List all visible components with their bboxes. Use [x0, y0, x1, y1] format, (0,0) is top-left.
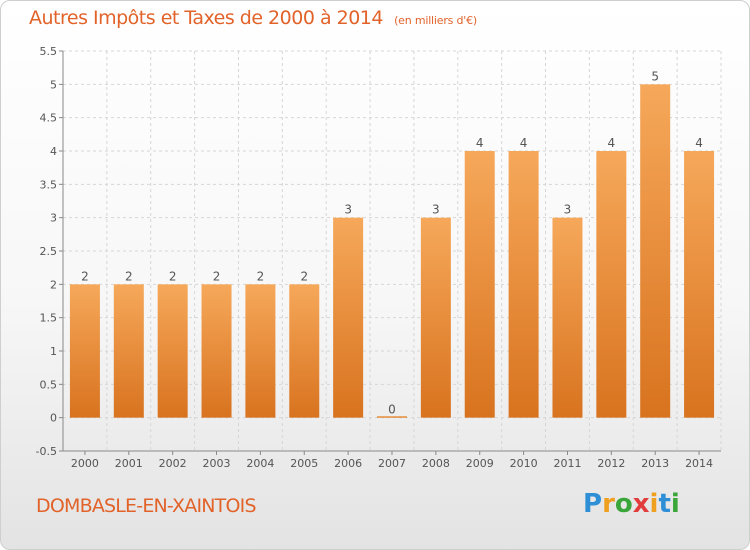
y-tick-label: 0.5 [40, 378, 58, 391]
x-tick-label: 2011 [553, 457, 581, 470]
bar [113, 284, 144, 418]
data-label: 2 [257, 269, 265, 283]
bar [640, 84, 671, 418]
y-tick-label: 0 [50, 412, 57, 425]
y-tick-label: 1 [50, 345, 57, 358]
bar [596, 151, 627, 418]
data-label: 2 [300, 269, 308, 283]
logo-letter: i [649, 489, 659, 519]
bar [333, 217, 364, 418]
x-tick-label: 2002 [159, 457, 187, 470]
chart-subtitle: (en milliers d'€) [394, 14, 477, 27]
commune-name: DOMBASLE-EN-XAINTOIS [36, 495, 257, 517]
data-labels: 2 2 2 2 2 2 3 0 3 4 4 3 4 5 4 [81, 69, 703, 416]
data-label: 2 [81, 269, 89, 283]
x-tick-label: 2004 [246, 457, 274, 470]
x-tick-label: 2003 [203, 457, 231, 470]
bar [377, 416, 407, 418]
data-label: 2 [213, 269, 221, 283]
x-tick-label: 2009 [466, 457, 494, 470]
logo-letter: P [583, 489, 603, 519]
x-tick-label: 2000 [71, 457, 99, 470]
x-tick-label: 2013 [641, 457, 669, 470]
x-tick-label: 2006 [334, 457, 362, 470]
y-tick-labels: -0.5 0 0.5 1 1.5 2 2.5 3 3.5 4 4.5 5 5.5 [36, 45, 57, 458]
bar [289, 284, 320, 418]
data-label: 3 [432, 203, 440, 217]
bar [508, 151, 539, 418]
y-tick-label: -0.5 [36, 445, 57, 458]
x-tick-label: 2014 [685, 457, 713, 470]
logo-letter: o [614, 489, 633, 519]
chart-title: Autres Impôts et Taxes de 2000 à 2014 [29, 7, 384, 29]
bar [552, 217, 583, 418]
bar [201, 284, 232, 418]
proxiti-logo: Proxiti [583, 489, 680, 519]
logo-letter: t [658, 489, 671, 519]
bar [684, 151, 715, 418]
data-label: 3 [564, 203, 572, 217]
bar [69, 284, 100, 418]
y-tick-label: 5.5 [40, 45, 58, 58]
x-tick-label: 2007 [378, 457, 406, 470]
bar [420, 217, 451, 418]
y-tick-label: 3.5 [40, 178, 58, 191]
x-tick-label: 2005 [290, 457, 318, 470]
data-label: 4 [695, 136, 703, 150]
axes [59, 50, 721, 455]
data-label: 4 [476, 136, 484, 150]
bar [464, 151, 495, 418]
y-tick-label: 5 [50, 78, 57, 91]
data-label: 0 [388, 403, 396, 417]
y-tick-label: 4 [50, 145, 57, 158]
logo-letter: x [632, 489, 650, 519]
y-tick-label: 2 [50, 278, 57, 291]
logo-letter: i [670, 489, 680, 519]
data-label: 4 [520, 136, 528, 150]
x-tick-label: 2008 [422, 457, 450, 470]
bar [157, 284, 188, 418]
y-tick-label: 2.5 [40, 245, 58, 258]
data-label: 2 [125, 269, 133, 283]
x-tick-label: 2001 [115, 457, 143, 470]
data-label: 2 [169, 269, 177, 283]
bar [245, 284, 276, 418]
x-tick-label: 2010 [510, 457, 538, 470]
x-tick-labels: 2000 2001 2002 2003 2004 2005 2006 2007 2008 2009… [71, 457, 713, 470]
data-label: 4 [608, 136, 616, 150]
y-tick-label: 1.5 [40, 312, 58, 325]
y-tick-label: 3 [50, 212, 57, 225]
data-label: 5 [651, 69, 659, 83]
logo-letter: r [602, 489, 615, 519]
bars [69, 84, 715, 418]
x-tick-label: 2012 [597, 457, 625, 470]
data-label: 3 [344, 203, 352, 217]
y-tick-label: 4.5 [40, 112, 58, 125]
chart-title-row: Autres Impôts et Taxes de 2000 à 2014 (e… [29, 7, 477, 29]
